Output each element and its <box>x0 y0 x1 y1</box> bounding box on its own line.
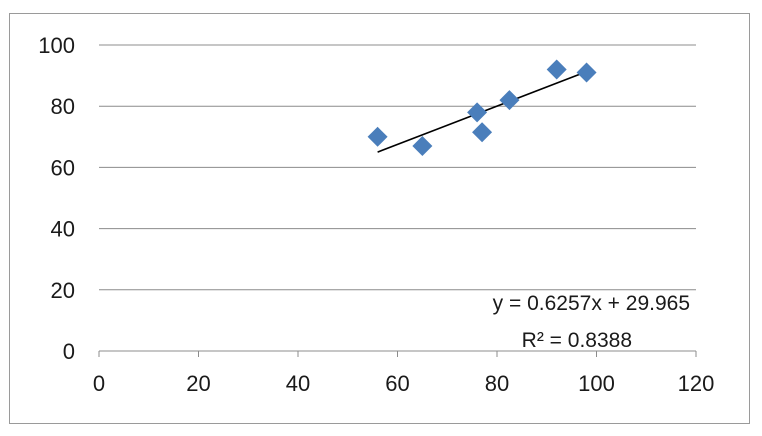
trendline-equation-label: y = 0.6257x + 29.965 <box>493 292 690 315</box>
x-tick-label: 60 <box>385 371 409 396</box>
chart-frame <box>9 13 750 424</box>
y-tick-label: 20 <box>51 278 75 303</box>
x-tick-label: 120 <box>678 371 715 396</box>
data-point <box>546 59 567 80</box>
data-point <box>367 126 388 147</box>
tick-labels: 0 20 40 60 80 100 0 20 40 60 80 100 120 <box>38 33 714 396</box>
data-point <box>472 122 493 143</box>
y-tick-label: 60 <box>51 155 75 180</box>
axes <box>98 350 697 357</box>
x-tick-label: 80 <box>485 371 509 396</box>
data-points <box>367 59 597 156</box>
trendline-r2-label: R² = 0.8388 <box>522 329 632 352</box>
data-point <box>412 135 433 156</box>
x-tick-label: 0 <box>93 371 105 396</box>
y-tick-label: 100 <box>38 33 75 58</box>
data-point <box>576 62 597 83</box>
x-tick-label: 20 <box>186 371 210 396</box>
x-tick-label: 100 <box>578 371 615 396</box>
y-tick-label: 0 <box>63 339 75 364</box>
y-tick-label: 40 <box>51 217 75 242</box>
x-tick-label: 40 <box>286 371 310 396</box>
gridlines <box>99 44 696 291</box>
data-point <box>467 102 488 123</box>
y-tick-label: 80 <box>51 94 75 119</box>
data-point <box>499 90 520 111</box>
